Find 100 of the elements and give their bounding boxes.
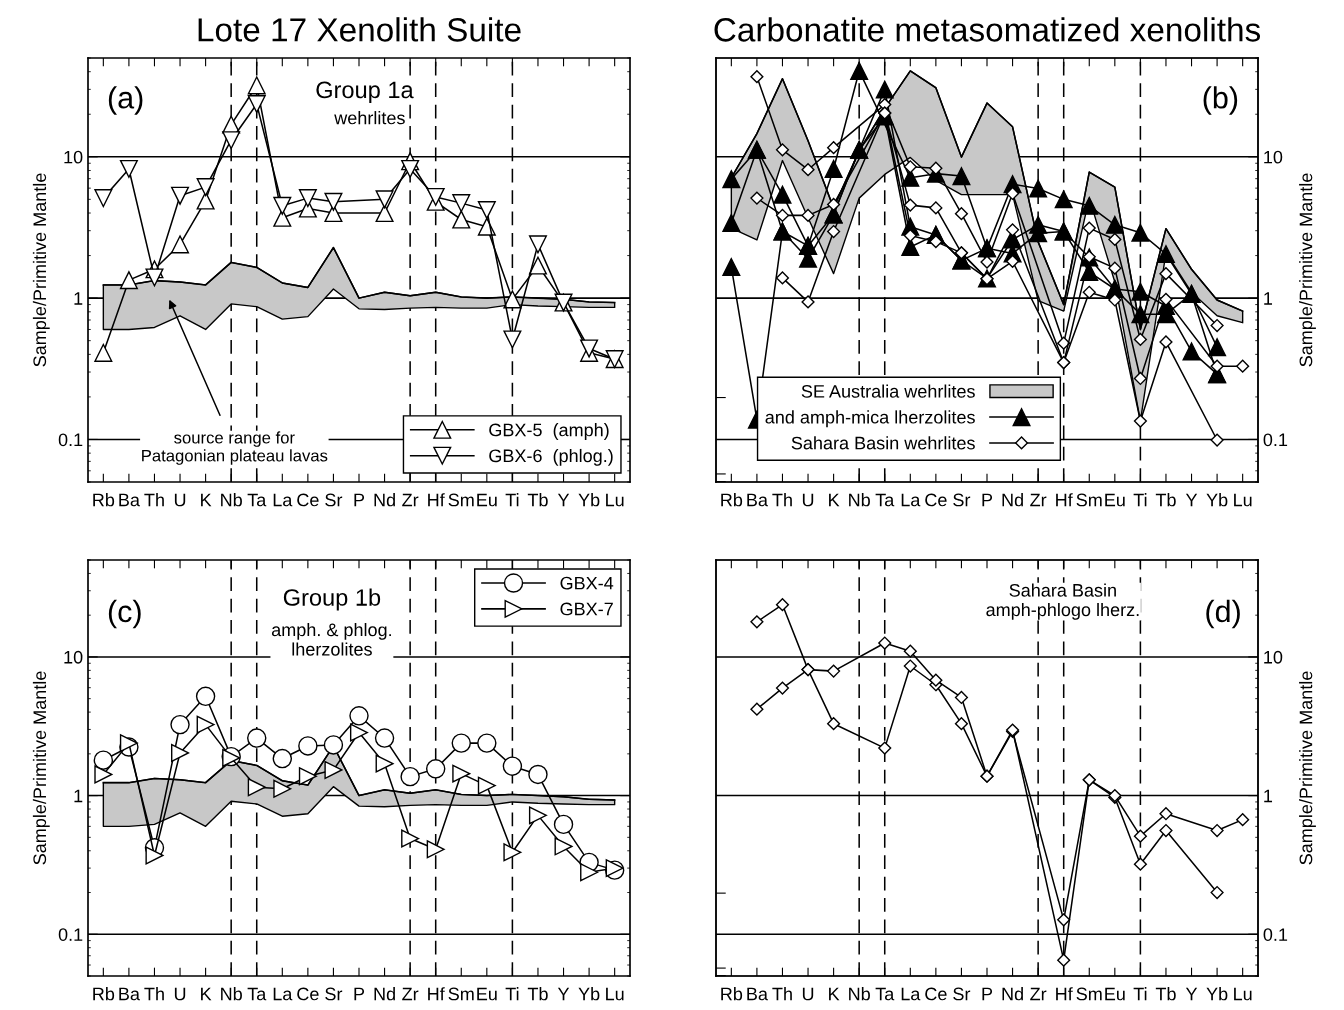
x-tick-label: Eu: [1105, 493, 1125, 507]
legend-label: GBX-6 (phlog.): [489, 448, 613, 466]
y2-tick-label: 10: [1264, 650, 1283, 664]
x-tick-label: Ba: [747, 987, 768, 1001]
legend-label: GBX-5 (amph): [489, 423, 609, 440]
x-tick-label: La: [273, 987, 293, 1001]
x-tick-label: Eu: [477, 493, 497, 507]
x-tick-label: Ce: [297, 987, 319, 1001]
y2-tick-label: 1: [1264, 292, 1273, 305]
x-tick-label: Sm: [448, 493, 474, 507]
x-tick-label: Ta: [875, 493, 895, 507]
x-tick-label: Lu: [606, 493, 624, 507]
x-tick-label: P: [982, 987, 993, 1001]
legend-label: GBX-4: [560, 576, 614, 590]
x-tick-label: Sm: [1076, 987, 1102, 1001]
x-tick-label: Ta: [247, 987, 267, 1001]
x-tick-label: Ti: [1133, 987, 1147, 1001]
x-tick-label: Ta: [875, 987, 895, 1001]
x-tick-label: Hf: [1056, 493, 1073, 507]
x-tick-label: Nd: [374, 493, 395, 507]
x-tick-label: Sm: [1076, 493, 1102, 507]
annotation: Sahara Basin amph-phlogo lherz.: [986, 583, 1139, 620]
x-tick-label: Tb: [527, 493, 548, 507]
x-tick-label: Y: [557, 493, 570, 507]
x-tick-label: Rb: [93, 493, 115, 507]
legend-label: and amph-mica lherzolites: [765, 410, 975, 428]
x-tick-label: Y: [1185, 493, 1198, 507]
annotation: wehrlites: [334, 111, 405, 125]
x-tick-label: K: [201, 987, 212, 1001]
x-tick-label: Yb: [578, 493, 600, 507]
x-tick-label: Lu: [606, 987, 624, 1001]
x-tick-label: Yb: [1206, 987, 1228, 1001]
y-axis-title: Sample/Primitive Mantle: [32, 671, 50, 865]
y-tick-label: 0.1: [58, 928, 83, 941]
x-tick-label: Th: [772, 987, 792, 1001]
y-tick-label: 10: [64, 150, 83, 164]
y2-tick-label: 0.1: [1263, 928, 1288, 941]
y-tick-label: 10: [64, 650, 83, 664]
x-tick-label: Sr: [953, 987, 971, 1001]
x-tick-label: Ba: [747, 493, 768, 507]
y2-tick-label: 0.1: [1263, 433, 1288, 447]
x-tick-label: U: [174, 987, 186, 1001]
y-tick-label: 0.1: [58, 433, 83, 447]
x-tick-label: Ce: [925, 493, 947, 507]
x-tick-label: Yb: [578, 987, 600, 1001]
x-tick-label: Hf: [1056, 987, 1073, 1001]
x-tick-label: Y: [1185, 987, 1198, 1001]
legend-label: GBX-7: [560, 602, 613, 616]
x-tick-label: Tb: [1155, 493, 1176, 507]
x-tick-label: Ce: [297, 493, 319, 507]
x-tick-label: Zr: [1030, 987, 1047, 1001]
y-tick-label: 1: [74, 292, 83, 305]
x-tick-label: Eu: [1105, 987, 1125, 1001]
chart-title: Lote 17 Xenolith Suite: [198, 17, 521, 42]
x-tick-label: Nb: [849, 987, 870, 1001]
x-tick-label: Th: [772, 493, 792, 507]
x-tick-label: K: [829, 987, 840, 1001]
annotation: Group 1b: [283, 588, 381, 611]
x-tick-label: Y: [557, 987, 570, 1001]
x-tick-label: Tb: [527, 987, 548, 1001]
x-tick-label: Sr: [953, 493, 971, 507]
x-tick-label: Nb: [221, 493, 242, 507]
annotation: source range for Patagonian plateau lavas: [142, 431, 328, 465]
annotation: (b): [1203, 86, 1238, 115]
x-tick-label: Yb: [1206, 493, 1228, 507]
annotation: (d): [1206, 599, 1240, 629]
x-tick-label: La: [901, 987, 921, 1001]
x-tick-label: Sm: [448, 987, 474, 1001]
y-axis-title: Sample/Primitive Mantle: [32, 173, 50, 367]
x-tick-label: Rb: [721, 493, 743, 507]
y2-tick-label: 10: [1264, 150, 1283, 164]
x-tick-label: La: [901, 493, 921, 507]
x-tick-label: Sr: [325, 493, 343, 507]
x-tick-label: Ba: [119, 987, 140, 1001]
chart-title: Carbonatite metasomatized xenoliths: [714, 17, 1261, 42]
x-tick-label: Nb: [849, 493, 870, 507]
x-tick-label: Hf: [428, 987, 445, 1001]
x-tick-label: Zr: [402, 987, 419, 1001]
x-tick-label: Ti: [1133, 493, 1147, 507]
x-tick-label: La: [273, 493, 293, 507]
x-tick-label: U: [802, 493, 814, 507]
x-tick-label: U: [802, 987, 814, 1001]
x-tick-label: P: [354, 987, 365, 1001]
y2-axis-title: Sample/Primitive Mantle: [1299, 173, 1316, 367]
x-tick-label: Th: [144, 987, 164, 1001]
x-tick-label: K: [201, 493, 212, 507]
x-tick-label: U: [174, 493, 186, 507]
annotation: (c): [108, 599, 141, 629]
x-tick-label: Ti: [505, 987, 519, 1001]
annotation: amph. & phlog. lherzolites: [271, 622, 391, 656]
x-tick-label: Sr: [325, 987, 343, 1001]
x-tick-label: Nd: [1002, 987, 1023, 1001]
x-tick-label: Hf: [428, 493, 445, 507]
x-tick-label: P: [354, 493, 365, 507]
x-tick-label: K: [829, 493, 840, 507]
y-tick-label: 1: [74, 789, 83, 803]
x-tick-label: Lu: [1234, 987, 1252, 1001]
y2-axis-title: Sample/Primitive Mantle: [1299, 671, 1316, 865]
x-tick-label: Lu: [1234, 493, 1252, 507]
x-tick-label: Rb: [93, 987, 115, 1001]
